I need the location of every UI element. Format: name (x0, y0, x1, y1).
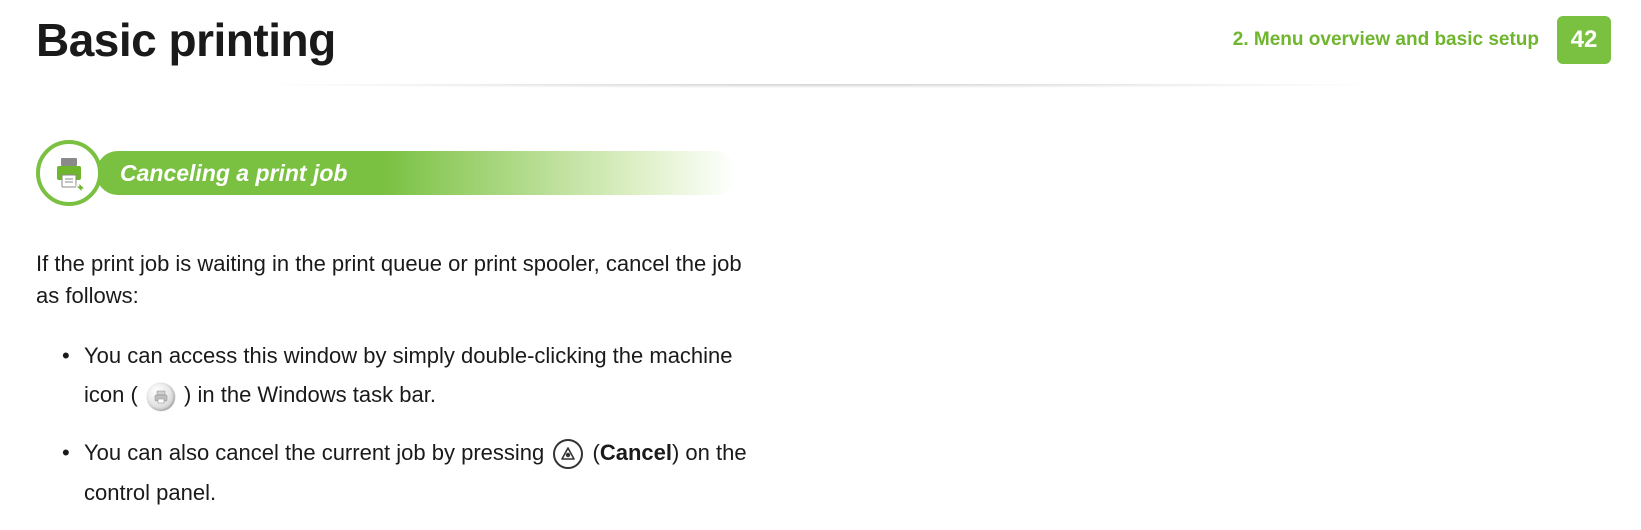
header-right: 2. Menu overview and basic setup 42 (1233, 16, 1641, 64)
cancel-button-icon (553, 439, 583, 469)
bullet-text: ) in the Windows task bar. (184, 382, 436, 407)
bullet-list: You can access this window by simply dou… (36, 336, 764, 512)
content-area: Canceling a print job If the print job i… (0, 90, 800, 512)
section-title: Canceling a print job (120, 160, 347, 187)
bullet-text: You can also cancel the current job by p… (84, 440, 550, 465)
printer-section-icon (36, 140, 102, 206)
section-title-pill: Canceling a print job (96, 151, 736, 195)
section-intro: If the print job is waiting in the print… (36, 248, 764, 312)
cancel-label: Cancel (600, 440, 672, 465)
page-header: Basic printing 2. Menu overview and basi… (0, 0, 1641, 80)
section-heading: Canceling a print job (36, 140, 764, 206)
bullet-text: ( (593, 440, 600, 465)
page-number-badge: 42 (1557, 16, 1611, 64)
chapter-label: 2. Menu overview and basic setup (1233, 29, 1539, 51)
list-item: You can access this window by simply dou… (62, 336, 764, 415)
list-item: You can also cancel the current job by p… (62, 433, 764, 512)
page-title: Basic printing (36, 13, 336, 67)
taskbar-printer-icon (147, 383, 175, 411)
